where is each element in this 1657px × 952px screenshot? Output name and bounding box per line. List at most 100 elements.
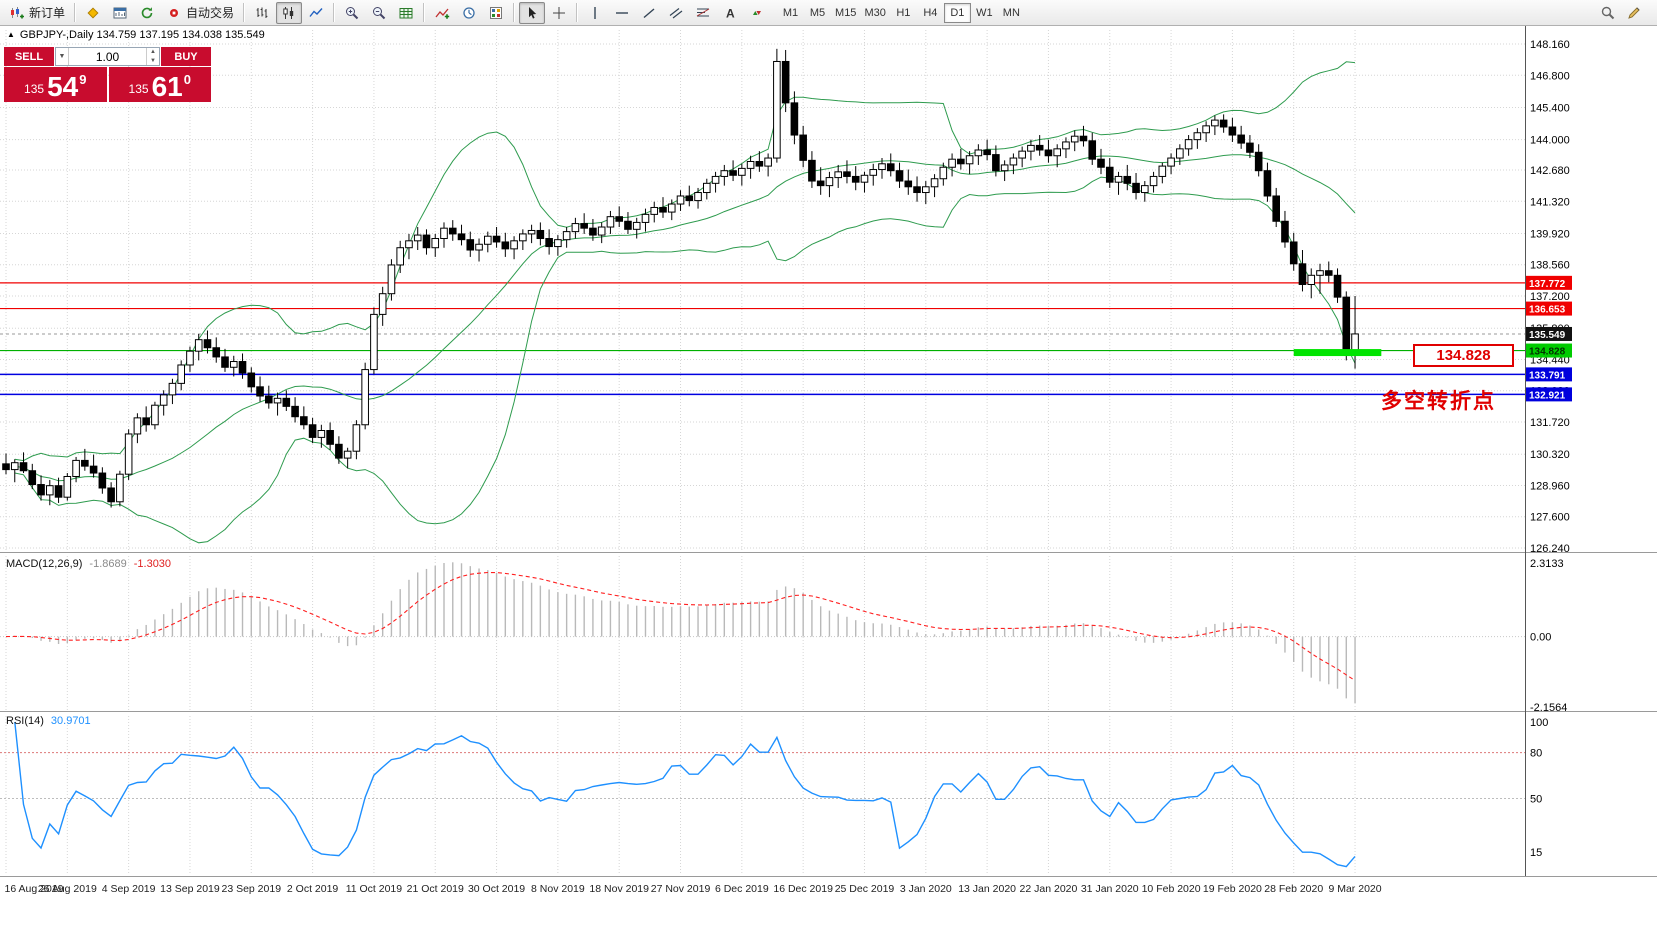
svg-text:13 Sep 2019: 13 Sep 2019 bbox=[160, 883, 220, 895]
sell-price-main: 54 bbox=[47, 71, 79, 103]
fibonacci-icon bbox=[696, 8, 710, 16]
sell-price-prefix: 135 bbox=[24, 82, 45, 96]
candlestick-chart-button[interactable] bbox=[276, 1, 303, 24]
svg-text:6 Dec 2019: 6 Dec 2019 bbox=[715, 883, 769, 895]
svg-text:128.960: 128.960 bbox=[1530, 480, 1570, 492]
volume-down-icon[interactable]: ▼ bbox=[150, 57, 156, 64]
svg-text:31 Jan 2020: 31 Jan 2020 bbox=[1081, 883, 1139, 895]
arrows-icon bbox=[753, 10, 762, 15]
bar-chart-icon bbox=[256, 7, 268, 18]
bar-chart-button[interactable] bbox=[249, 2, 275, 24]
new-order-label: 新订单 bbox=[29, 6, 66, 20]
svg-text:28 Feb 2020: 28 Feb 2020 bbox=[1264, 883, 1323, 895]
zoom-out-button[interactable] bbox=[366, 2, 392, 24]
rsi-value: 30.9701 bbox=[50, 715, 91, 727]
volume-value[interactable]: 1.00 bbox=[95, 49, 120, 64]
refresh-button[interactable] bbox=[134, 2, 160, 24]
trendline-icon bbox=[643, 7, 655, 18]
auto-trading-button[interactable]: 自动交易 bbox=[161, 2, 239, 24]
volume-dropdown-icon[interactable]: ▼ bbox=[56, 48, 69, 65]
price-annotation-label[interactable]: 134.828 bbox=[1413, 344, 1514, 367]
fibonacci-button[interactable] bbox=[690, 2, 716, 24]
auto-trading-label: 自动交易 bbox=[186, 6, 235, 20]
svg-text:136.653: 136.653 bbox=[1529, 305, 1566, 316]
macd-name: MACD(12,26,9) bbox=[6, 558, 83, 570]
timeframe-button-M1[interactable]: M1 bbox=[777, 3, 804, 23]
svg-text:-2.1564: -2.1564 bbox=[1530, 702, 1567, 714]
timeframe-button-H1[interactable]: H1 bbox=[890, 3, 917, 23]
svg-text:10 Feb 2020: 10 Feb 2020 bbox=[1142, 883, 1201, 895]
trade-panel-header: SELL ▼ 1.00 ▲ ▼ BUY bbox=[4, 47, 211, 66]
svg-text:0.00: 0.00 bbox=[1530, 632, 1551, 644]
cursor-button[interactable] bbox=[519, 1, 546, 24]
quick-edit-button[interactable] bbox=[1621, 2, 1647, 24]
buy-button[interactable]: BUY bbox=[161, 47, 211, 66]
indicators-icon bbox=[435, 8, 450, 19]
grid-layer bbox=[0, 30, 1525, 875]
svg-text:137.772: 137.772 bbox=[1529, 279, 1566, 290]
timeframe-button-M5[interactable]: M5 bbox=[804, 3, 831, 23]
svg-text:127.600: 127.600 bbox=[1530, 512, 1570, 524]
volume-field[interactable]: ▼ 1.00 ▲ ▼ bbox=[55, 47, 160, 66]
grid-button[interactable] bbox=[393, 2, 419, 24]
favorites-button[interactable] bbox=[80, 2, 106, 24]
timeframe-button-MN[interactable]: MN bbox=[998, 3, 1025, 23]
buy-price-main: 61 bbox=[151, 71, 183, 103]
candlestick-chart-icon bbox=[283, 6, 294, 19]
line-chart-button[interactable] bbox=[303, 2, 329, 24]
svg-text:130.320: 130.320 bbox=[1530, 449, 1570, 461]
svg-text:11 Oct 2019: 11 Oct 2019 bbox=[346, 883, 403, 895]
buy-price-pip: 0 bbox=[183, 72, 191, 87]
templates-button[interactable] bbox=[483, 2, 509, 24]
sell-price[interactable]: 135 54 9 bbox=[4, 67, 107, 102]
timeframe-button-D1[interactable]: D1 bbox=[943, 2, 971, 23]
timeframe-button-W1[interactable]: W1 bbox=[971, 3, 998, 23]
svg-text:133.791: 133.791 bbox=[1529, 370, 1566, 381]
arrows-tool-button[interactable] bbox=[744, 2, 770, 24]
svg-text:A: A bbox=[726, 6, 735, 20]
text-tool-button[interactable]: A bbox=[717, 2, 743, 24]
svg-text:144.000: 144.000 bbox=[1530, 135, 1570, 147]
horizontal-line-icon bbox=[616, 11, 629, 14]
refresh-icon bbox=[141, 6, 153, 18]
svg-text:141.320: 141.320 bbox=[1530, 196, 1570, 208]
separators bbox=[0, 26, 1657, 878]
objects-layer bbox=[0, 282, 1525, 396]
volume-up-icon[interactable]: ▲ bbox=[150, 49, 156, 56]
svg-text:139.920: 139.920 bbox=[1530, 228, 1570, 240]
timeframe-button-H4[interactable]: H4 bbox=[917, 3, 944, 23]
svg-text:18 Nov 2019: 18 Nov 2019 bbox=[589, 883, 649, 895]
svg-text:4 Sep 2019: 4 Sep 2019 bbox=[102, 883, 156, 895]
search-button[interactable] bbox=[1595, 2, 1621, 24]
svg-text:100: 100 bbox=[1530, 717, 1548, 729]
svg-text:16 Aug 2019: 16 Aug 2019 bbox=[5, 883, 64, 895]
timeframe-button-M30[interactable]: M30 bbox=[860, 3, 889, 23]
svg-text:22 Jan 2020: 22 Jan 2020 bbox=[1020, 883, 1078, 895]
svg-text:25 Dec 2019: 25 Dec 2019 bbox=[835, 883, 895, 895]
horizontal-line-button[interactable] bbox=[609, 2, 635, 24]
svg-text:145.400: 145.400 bbox=[1530, 102, 1570, 114]
zoom-in-button[interactable] bbox=[339, 2, 365, 24]
volume-spinner[interactable]: ▲ ▼ bbox=[146, 48, 159, 65]
market-watch-button[interactable] bbox=[107, 2, 133, 24]
vertical-line-button[interactable] bbox=[582, 2, 608, 24]
line-chart-icon bbox=[309, 7, 323, 17]
channel-button[interactable] bbox=[663, 2, 689, 24]
trendline-button[interactable] bbox=[636, 2, 662, 24]
favorites-diamond-icon bbox=[87, 6, 99, 19]
indicators-button[interactable] bbox=[429, 2, 455, 24]
zoom-out-icon bbox=[373, 6, 386, 19]
sell-button[interactable]: SELL bbox=[4, 47, 54, 66]
rsi-layer bbox=[0, 721, 1525, 868]
new-order-button[interactable]: 新订单 bbox=[4, 2, 70, 24]
bollinger-lower-line bbox=[14, 176, 1356, 544]
price-chart-canvas[interactable]: 148.160 146.800 145.400 144.000 142.680 141.3… bbox=[0, 26, 1657, 952]
turning-point-annotation[interactable]: 多空转折点 bbox=[1381, 390, 1496, 413]
svg-text:134.828: 134.828 bbox=[1529, 347, 1566, 358]
buy-price[interactable]: 135 61 0 bbox=[108, 67, 211, 103]
collapse-triangle-icon[interactable]: ▲ bbox=[7, 30, 15, 39]
periods-button[interactable] bbox=[456, 2, 482, 24]
rsi-name: RSI(14) bbox=[6, 715, 44, 727]
crosshair-button[interactable] bbox=[546, 2, 572, 24]
timeframe-button-M15[interactable]: M15 bbox=[831, 3, 860, 23]
